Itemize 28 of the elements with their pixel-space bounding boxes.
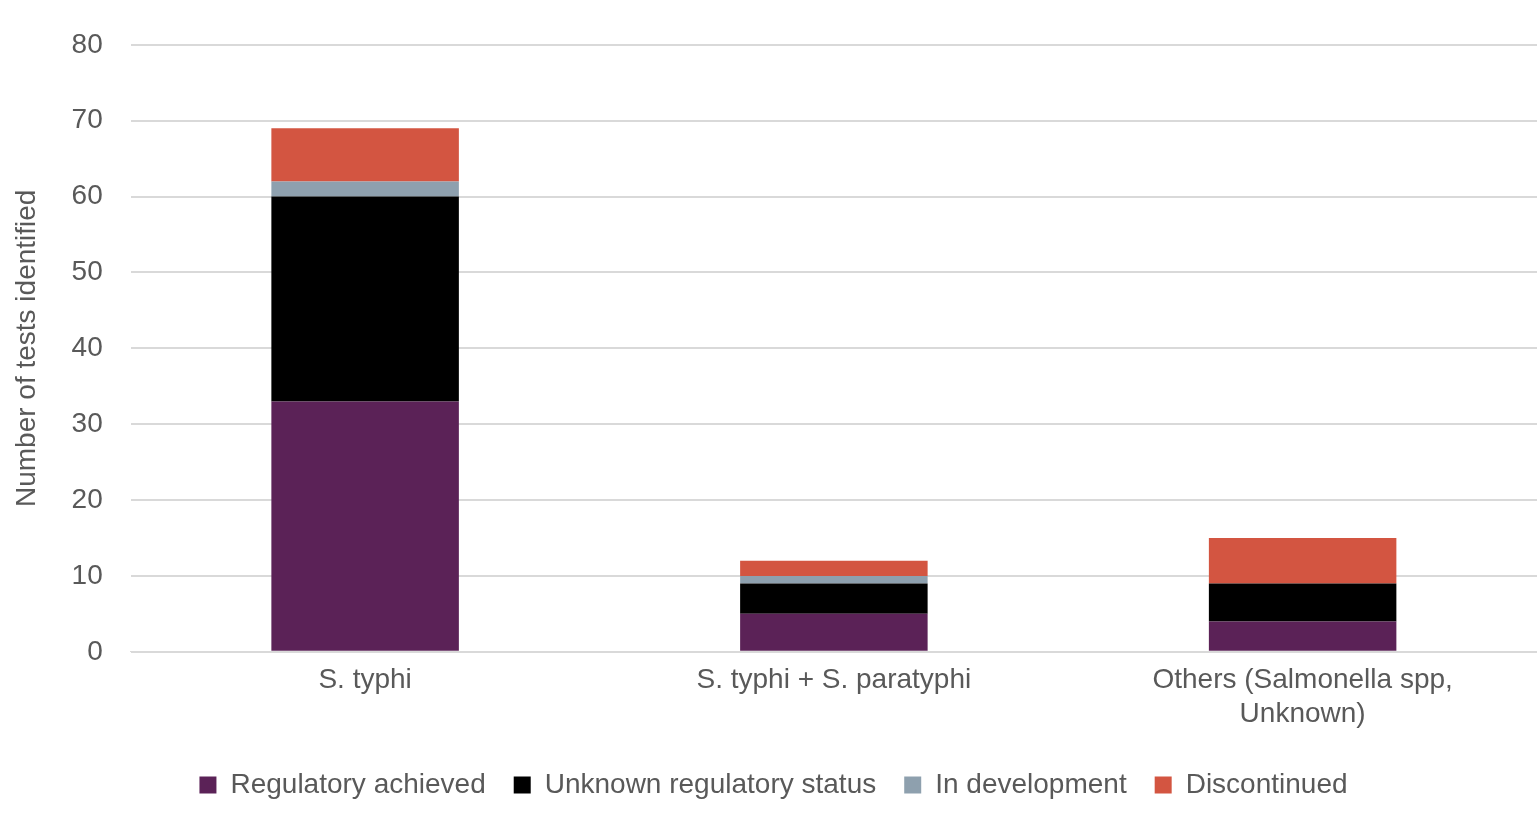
y-tick-label: 10 [71, 558, 103, 590]
bar [271, 128, 459, 182]
x-tick-label: Others (Salmonella spp, Unknown) [1152, 663, 1453, 728]
legend-label: Unknown regulatory status [544, 767, 877, 799]
y-tick-label: 60 [71, 179, 103, 211]
bar [740, 560, 928, 576]
y-tick-label: 0 [87, 634, 103, 666]
legend-label: In development [935, 767, 1127, 799]
y-tick-label: 50 [71, 255, 103, 287]
y-tick-label: 30 [71, 406, 103, 438]
legend-label: Discontinued [1185, 767, 1348, 799]
bar [740, 583, 928, 614]
y-tick-label: 40 [71, 331, 103, 363]
y-axis-title: Number of tests identified [9, 189, 41, 508]
bar [1208, 583, 1397, 622]
bar [1208, 621, 1397, 651]
bar [740, 575, 928, 584]
bar [1208, 537, 1397, 584]
y-tick-label: 80 [71, 27, 103, 59]
y-tick-label: 20 [71, 482, 103, 514]
bar [740, 613, 928, 651]
y-tick-label: 70 [71, 103, 103, 135]
bar [271, 181, 459, 197]
x-tick-label: S. typhi + S. paratyphi [696, 663, 972, 695]
legend-label: Regulatory achieved [230, 767, 486, 799]
x-tick-label: S. typhi [318, 663, 412, 695]
bar [271, 196, 459, 402]
bar [271, 401, 459, 651]
